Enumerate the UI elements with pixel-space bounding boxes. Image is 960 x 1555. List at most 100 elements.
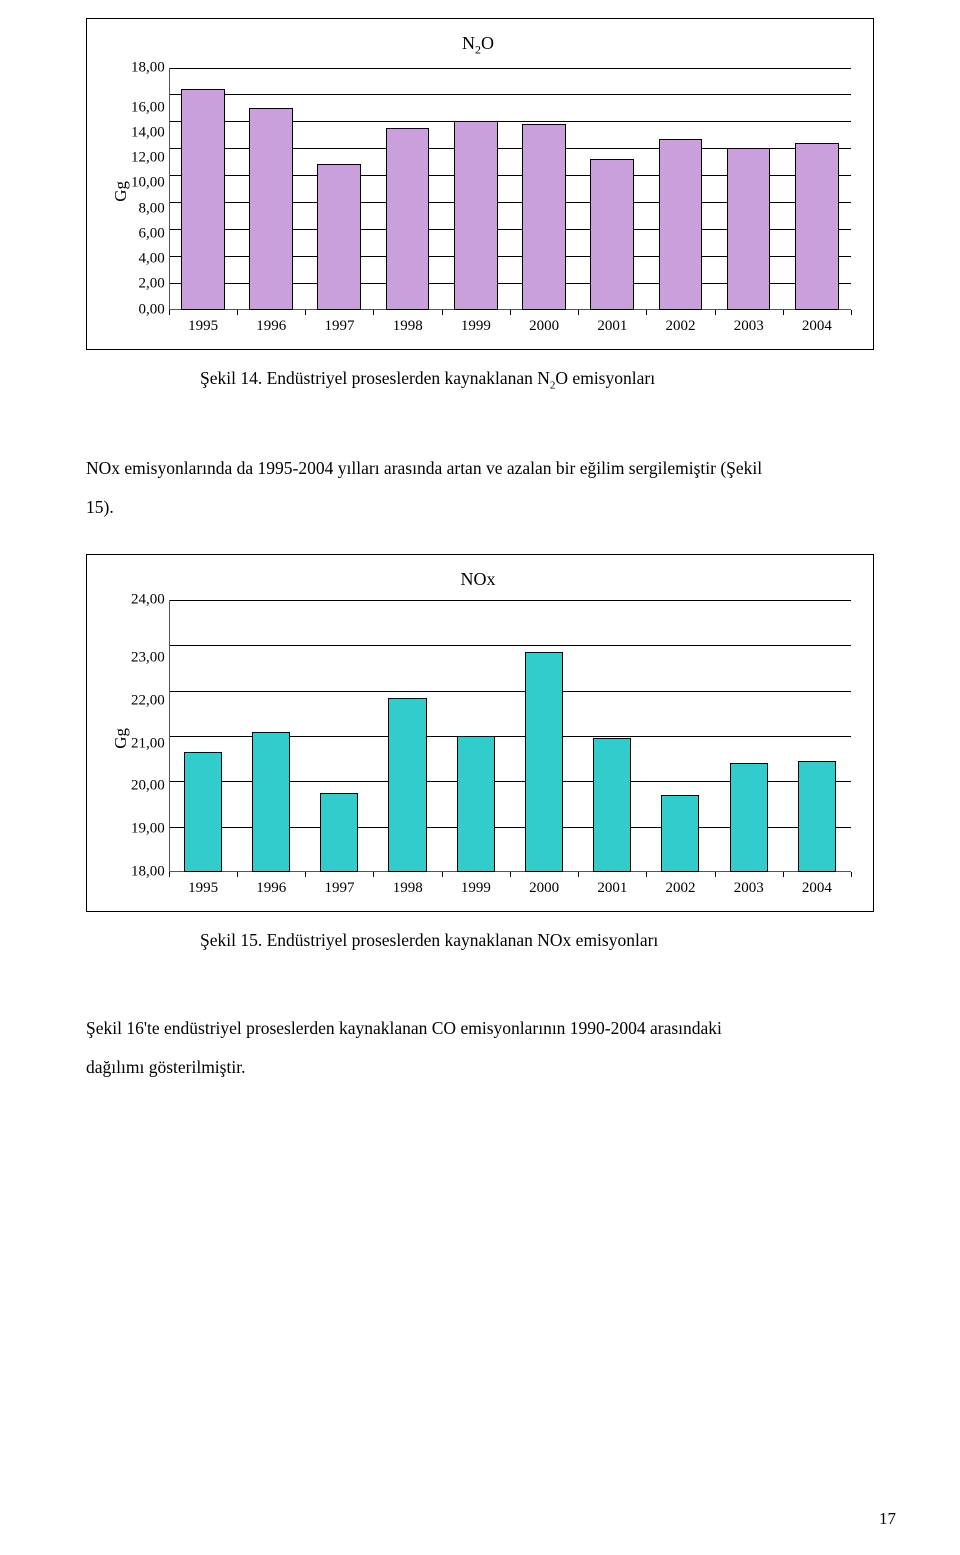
x-tick-mark <box>578 310 579 315</box>
x-tick-label: 1999 <box>442 880 510 897</box>
x-tick-label: 2000 <box>510 318 578 335</box>
bar <box>317 164 361 309</box>
bar-slot <box>169 600 237 872</box>
x-tick-label: 2004 <box>783 318 851 335</box>
caption14-text: Şekil 14. Endüstriyel proseslerden kayna… <box>200 368 550 388</box>
para1-line1: NOx emisyonlarında da 1995-2004 yılları … <box>86 449 874 488</box>
nox-x-ticks: 1995199619971998199920002001200220032004 <box>169 880 851 897</box>
bar-slot <box>510 68 578 310</box>
bar <box>522 124 566 310</box>
page-number: 17 <box>879 1509 896 1529</box>
nox-plot: 24,0023,0022,0021,0020,0019,0018,00 <box>131 600 851 872</box>
x-tick-label: 1997 <box>305 318 373 335</box>
x-tick-label: 2000 <box>510 880 578 897</box>
x-tick-mark <box>646 872 647 877</box>
bar <box>661 795 699 872</box>
bar <box>454 121 498 309</box>
bar <box>525 652 563 872</box>
bar <box>730 763 768 872</box>
x-tick-mark <box>510 872 511 877</box>
y-tick-label: 2,00 <box>139 277 165 292</box>
y-tick-label: 12,00 <box>131 151 165 166</box>
n2o-x-ticks: 1995199619971998199920002001200220032004 <box>169 318 851 335</box>
bar <box>249 108 293 310</box>
x-tick-mark <box>442 310 443 315</box>
n2o-y-ticks: 18,0016,0014,0012,0010,008,006,004,002,0… <box>131 68 169 310</box>
x-tick-mark <box>237 310 238 315</box>
y-tick-label: 10,00 <box>131 176 165 191</box>
n2o-bars <box>169 68 851 310</box>
bar <box>181 89 225 309</box>
bar <box>320 793 358 872</box>
bar-slot <box>305 600 373 872</box>
x-tick-mark <box>646 310 647 315</box>
x-tick-label: 1997 <box>305 880 373 897</box>
bar-slot <box>237 68 305 310</box>
nox-y-ticks: 24,0023,0022,0021,0020,0019,0018,00 <box>131 600 169 872</box>
y-tick-label: 6,00 <box>139 226 165 241</box>
bar <box>795 143 839 310</box>
figure-15-caption: Şekil 15. Endüstriyel proseslerden kayna… <box>200 930 874 951</box>
nox-y-axis-label: Gg <box>105 728 131 749</box>
figure-14-caption: Şekil 14. Endüstriyel proseslerden kayna… <box>200 368 874 392</box>
n2o-title-text: N2O <box>462 33 494 53</box>
y-tick-label: 23,00 <box>131 650 165 665</box>
n2o-chart-frame: N2O Gg 18,0016,0014,0012,0010,008,006,00… <box>86 18 874 350</box>
bar-slot <box>442 68 510 310</box>
x-tick-label: 1996 <box>237 318 305 335</box>
x-tick-mark <box>373 872 374 877</box>
x-tick-label: 1998 <box>374 318 442 335</box>
x-tick-mark <box>373 310 374 315</box>
bar-slot <box>783 68 851 310</box>
x-tick-mark <box>442 872 443 877</box>
bar-slot <box>715 600 783 872</box>
x-tick-label: 1995 <box>169 880 237 897</box>
y-tick-label: 19,00 <box>131 822 165 837</box>
bar-slot <box>373 600 441 872</box>
y-tick-label: 4,00 <box>139 252 165 267</box>
bar-slot <box>578 600 646 872</box>
x-tick-mark <box>715 310 716 315</box>
bar <box>184 752 222 872</box>
x-tick-label: 2004 <box>783 880 851 897</box>
x-tick-label: 1999 <box>442 318 510 335</box>
x-tick-mark <box>510 310 511 315</box>
paragraph-2: Şekil 16'te endüstriyel proseslerden kay… <box>86 1009 874 1086</box>
x-tick-label: 2001 <box>578 880 646 897</box>
y-tick-label: 14,00 <box>131 126 165 141</box>
bar-slot <box>646 600 714 872</box>
x-tick-mark <box>237 872 238 877</box>
x-tick-label: 1998 <box>374 880 442 897</box>
bar <box>590 159 634 310</box>
n2o-chart-title: N2O <box>105 33 851 58</box>
bar <box>457 736 495 872</box>
caption14-tail: O emisyonları <box>555 368 655 388</box>
nox-chart-frame: NOx Gg 24,0023,0022,0021,0020,0019,0018,… <box>86 554 874 912</box>
nox-bars <box>169 600 851 872</box>
x-tick-mark <box>169 310 170 315</box>
y-tick-label: 8,00 <box>139 201 165 216</box>
bar <box>388 698 426 873</box>
y-tick-label: 24,00 <box>131 593 165 608</box>
x-tick-mark <box>305 310 306 315</box>
bar <box>798 761 836 872</box>
x-tick-mark <box>715 872 716 877</box>
n2o-plot-area <box>169 68 851 310</box>
bar <box>386 128 430 310</box>
bar <box>659 139 703 310</box>
x-tick-label: 2002 <box>646 318 714 335</box>
bar-slot <box>305 68 373 310</box>
x-tick-mark <box>783 310 784 315</box>
n2o-plot: 18,0016,0014,0012,0010,008,006,004,002,0… <box>131 68 851 310</box>
x-tick-mark <box>578 872 579 877</box>
y-tick-label: 22,00 <box>131 693 165 708</box>
bar-slot <box>237 600 305 872</box>
para2-line1: Şekil 16'te endüstriyel proseslerden kay… <box>86 1009 874 1048</box>
y-tick-label: 18,00 <box>131 865 165 880</box>
bar-slot <box>715 68 783 310</box>
x-tick-label: 2001 <box>578 318 646 335</box>
x-tick-label: 2003 <box>715 318 783 335</box>
y-tick-label: 21,00 <box>131 736 165 751</box>
x-tick-mark <box>851 310 852 315</box>
nox-plot-area <box>169 600 851 872</box>
